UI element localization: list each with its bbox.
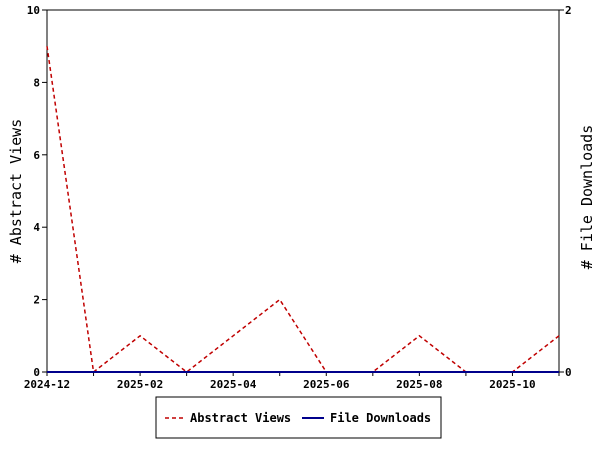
x-axis-ticks: 2024-12 2025-02 2025-04 2025-06 2025-08 2025-… <box>24 372 560 391</box>
left-tick-label: 10 <box>27 4 40 17</box>
left-tick-label: 2 <box>33 294 40 307</box>
left-tick-label: 0 <box>33 366 40 379</box>
x-tick-label: 2025-08 <box>396 378 442 391</box>
x-tick-label: 2025-10 <box>489 378 535 391</box>
left-tick-label: 4 <box>33 221 40 234</box>
left-axis-ticks: 0 2 4 6 8 10 <box>27 4 47 379</box>
right-tick-label: 2 <box>565 4 572 17</box>
x-tick-label: 2025-04 <box>210 378 257 391</box>
left-tick-label: 6 <box>33 149 40 162</box>
right-axis-title: # File Downloads <box>578 125 596 270</box>
plot-area <box>46 9 560 373</box>
left-axis-title: # Abstract Views <box>7 119 25 264</box>
series-layer <box>46 46 560 374</box>
legend-box <box>155 396 442 439</box>
x-tick-label: 2024-12 <box>24 378 70 391</box>
x-tick-label: 2025-02 <box>117 378 163 391</box>
left-tick-label: 8 <box>33 76 40 89</box>
right-axis-ticks: 02 <box>559 4 572 379</box>
right-tick-label: 0 <box>565 366 572 379</box>
series-line-abstract-views <box>46 46 560 374</box>
legend: Abstract Views File Downloads <box>155 396 442 439</box>
legend-label-abstract-views: Abstract Views <box>190 411 291 425</box>
x-tick-label: 2025-06 <box>303 378 350 391</box>
legend-label-file-downloads: File Downloads <box>330 411 431 425</box>
